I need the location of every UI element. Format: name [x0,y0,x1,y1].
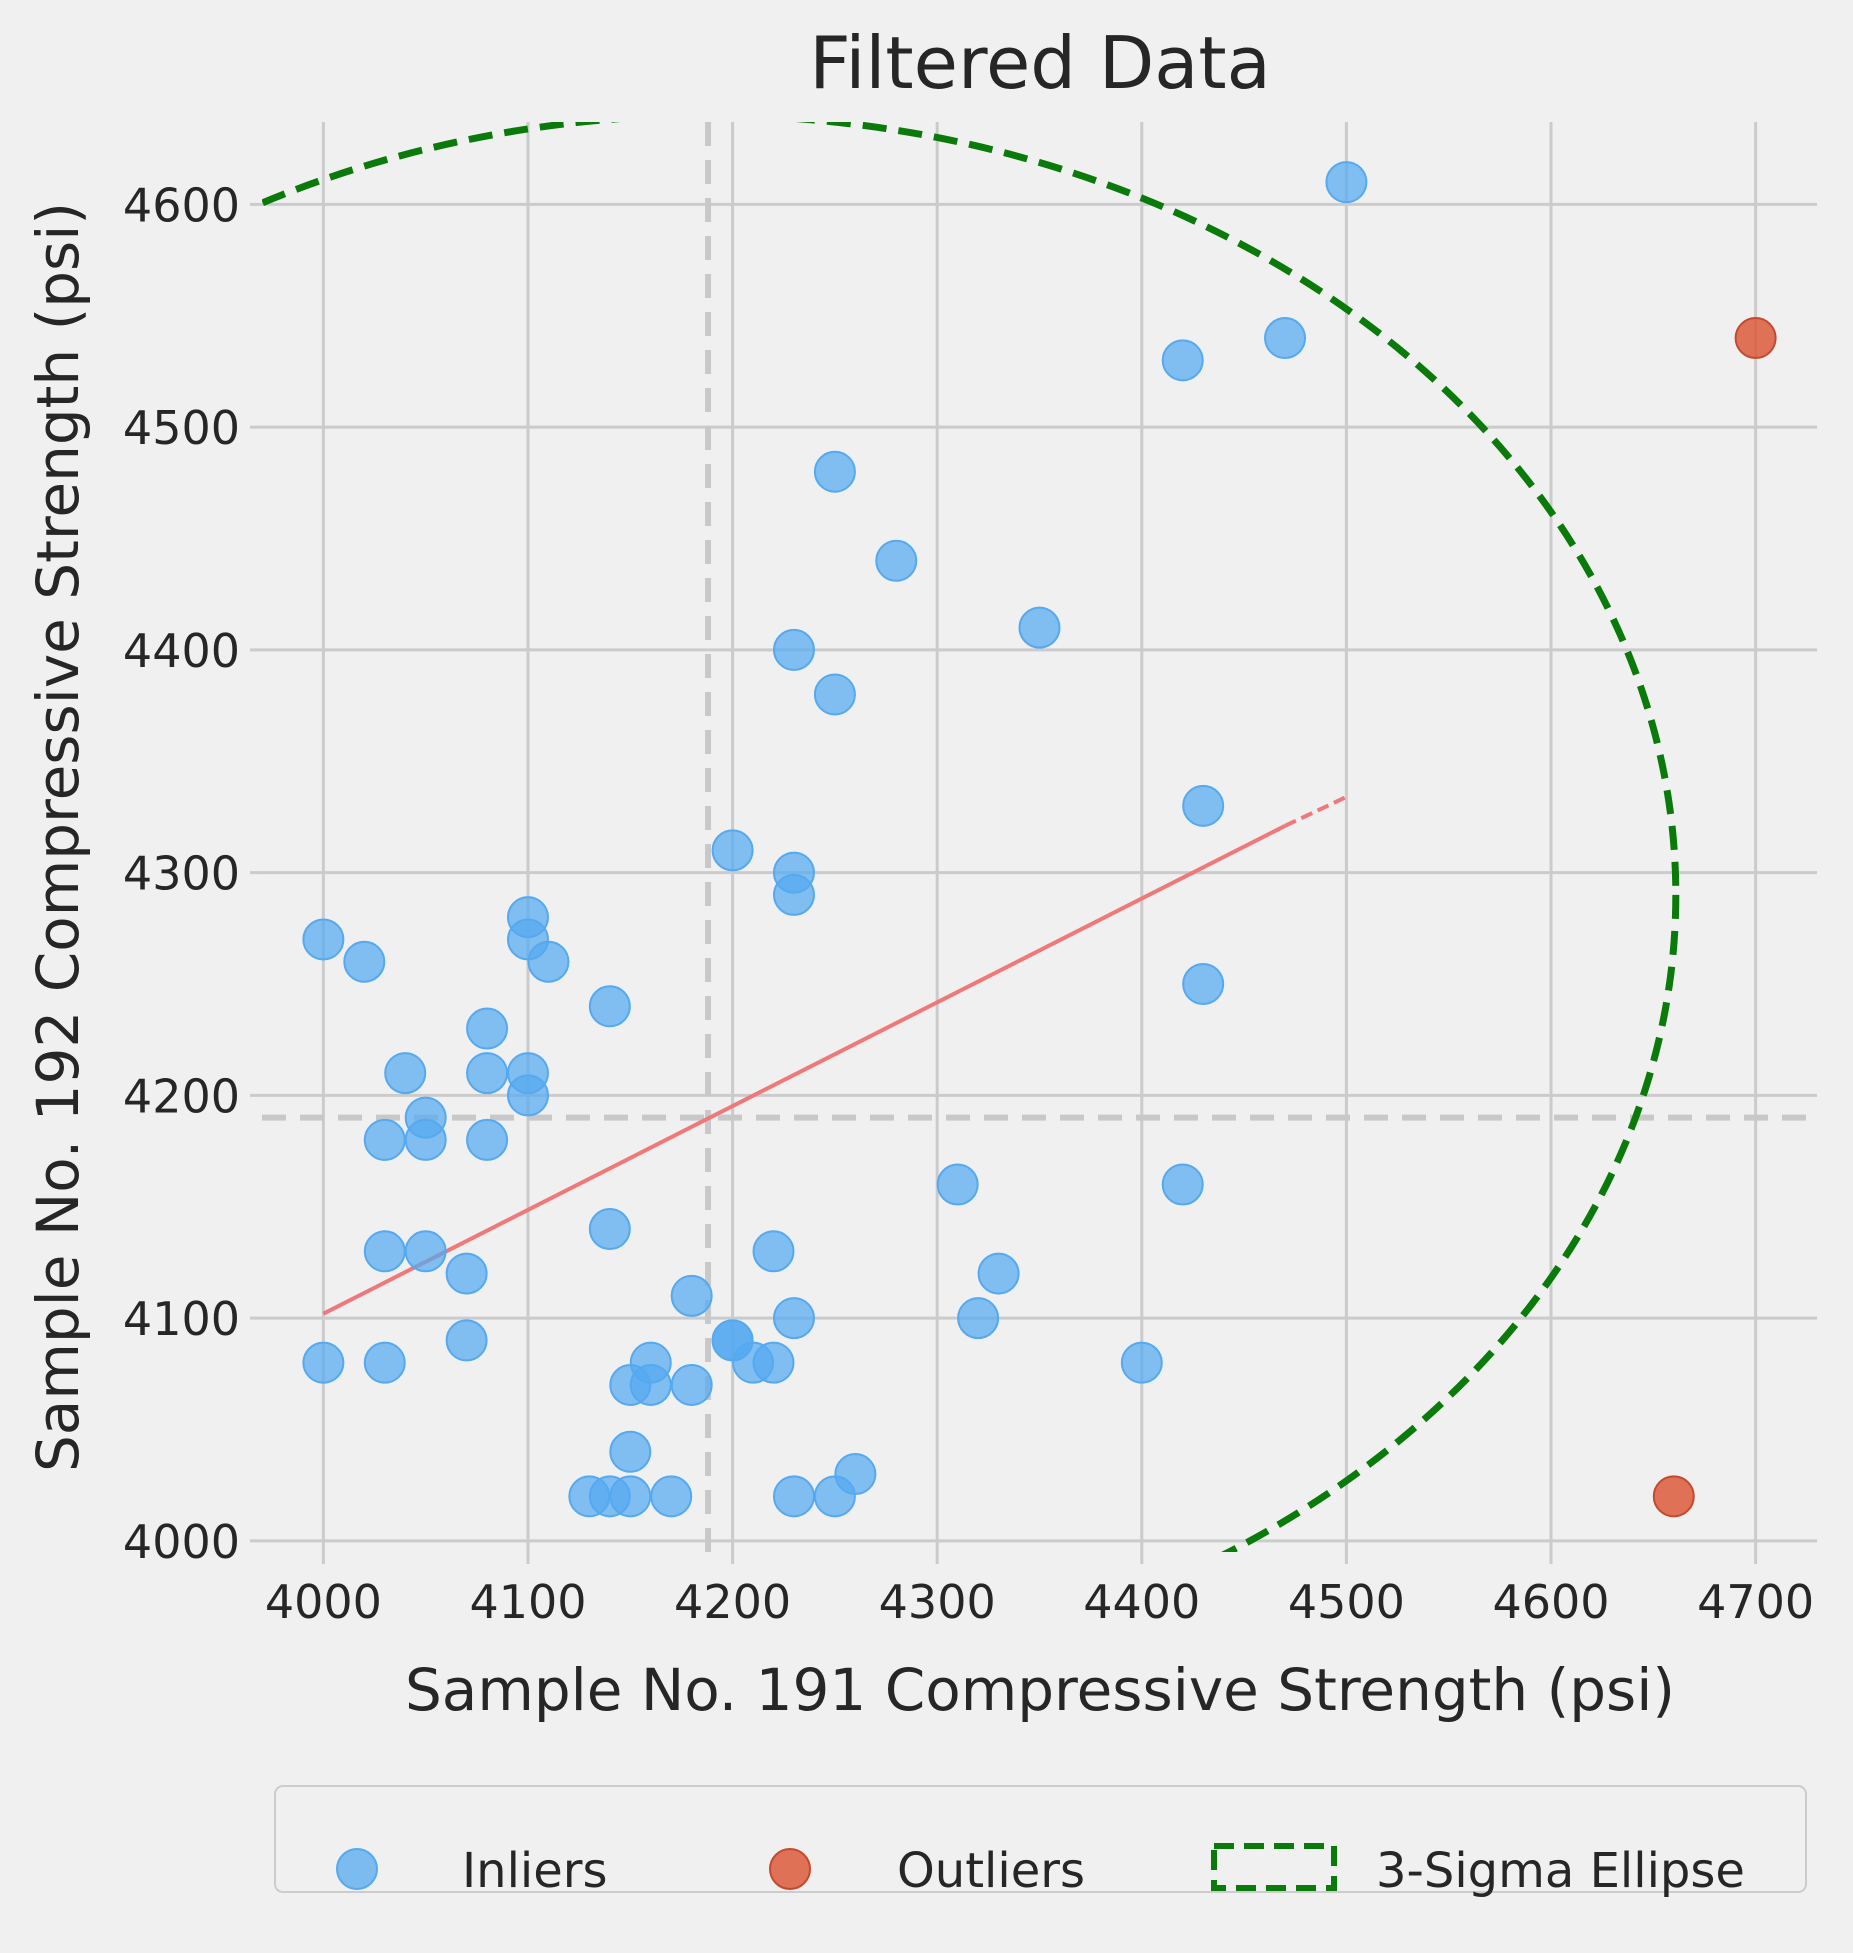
inlier-point [1161,339,1204,382]
plot-area [262,122,1817,1552]
y-tick-label: 4100 [123,1292,240,1346]
regression-extension [1284,795,1348,828]
inlier-point [1182,784,1225,827]
inlier-point [772,1297,815,1340]
x-axis-label: Sample No. 191 Compressive Strength (psi… [405,1656,1675,1724]
x-tick-label: 4700 [1697,1575,1814,1629]
outlier-point [1734,317,1777,360]
inlier-point [772,873,815,916]
inlier-point [1120,1341,1163,1384]
inlier-point [445,1252,488,1295]
legend: Inliers Outliers 3-Sigma Ellipse [274,1785,1807,1899]
inlier-point [752,1230,795,1273]
y-axis-label: Sample No. 192 Compressive Strength (psi… [24,202,92,1472]
inlier-point [302,1341,345,1384]
inlier-point [609,1475,652,1518]
x-tick-label: 4500 [1288,1575,1405,1629]
inlier-point [711,829,754,872]
inlier-point [363,1118,406,1161]
inlier-point [302,918,345,961]
inlier-point [1264,317,1307,360]
y-axis-ticks: 4000 4100 4200 4300 4400 4500 4600 [123,178,262,1569]
inlier-point [670,1363,713,1406]
outlier-point [1652,1475,1695,1518]
legend-ellipse-marker [1211,1843,1337,1891]
chart-title: Filtered Data [809,21,1271,105]
inlier-point [650,1475,693,1518]
inlier-point [609,1430,652,1473]
x-tick-label: 4100 [469,1575,586,1629]
grid [262,122,1817,1552]
inlier-point [772,628,815,671]
inlier-point [527,940,570,983]
inlier-point [466,1052,509,1095]
legend-outliers-marker [769,1848,811,1890]
inlier-point [445,1319,488,1362]
inlier-point [466,1007,509,1050]
inlier-point [772,1475,815,1518]
inlier-point [588,985,631,1028]
inlier-point [957,1297,1000,1340]
inlier-point [670,1274,713,1317]
legend-inliers-marker [336,1848,378,1890]
legend-frame [274,1785,1807,1893]
inlier-point [466,1118,509,1161]
inlier-point [936,1163,979,1206]
x-tick-label: 4000 [265,1575,382,1629]
x-axis-ticks: 4000 4100 4200 4300 4400 4500 4600 4700 [265,1552,1814,1629]
inlier-point [752,1341,795,1384]
inlier-point [813,450,856,493]
y-tick-label: 4000 [123,1515,240,1569]
x-tick-label: 4600 [1492,1575,1609,1629]
y-tick-label: 4500 [123,401,240,455]
legend-ellipse-label: 3-Sigma Ellipse [1376,1843,1745,1899]
inlier-point [363,1341,406,1384]
y-tick-label: 4400 [123,624,240,678]
y-tick-label: 4600 [123,178,240,232]
legend-inliers-label: Inliers [462,1843,608,1899]
inlier-point [813,673,856,716]
inlier-point [384,1052,427,1095]
legend-outliers-label: Outliers [897,1843,1085,1899]
inlier-point [875,539,918,582]
inlier-point [404,1118,447,1161]
inlier-point [1018,606,1061,649]
regression-line [322,824,1286,1316]
inlier-point [629,1363,672,1406]
inlier-point [506,1074,549,1117]
inlier-point [1161,1163,1204,1206]
inlier-point [977,1252,1020,1295]
x-tick-label: 4200 [674,1575,791,1629]
y-tick-label: 4300 [123,847,240,901]
inlier-point [363,1230,406,1273]
inlier-point [1325,161,1368,204]
three-sigma-ellipse [262,122,1680,1552]
x-tick-label: 4400 [1083,1575,1200,1629]
inlier-point [834,1453,877,1496]
x-tick-label: 4300 [879,1575,996,1629]
y-tick-label: 4200 [123,1069,240,1123]
inlier-point [588,1208,631,1251]
inlier-point [1182,963,1225,1006]
inlier-point [404,1230,447,1273]
inlier-point [343,940,386,983]
